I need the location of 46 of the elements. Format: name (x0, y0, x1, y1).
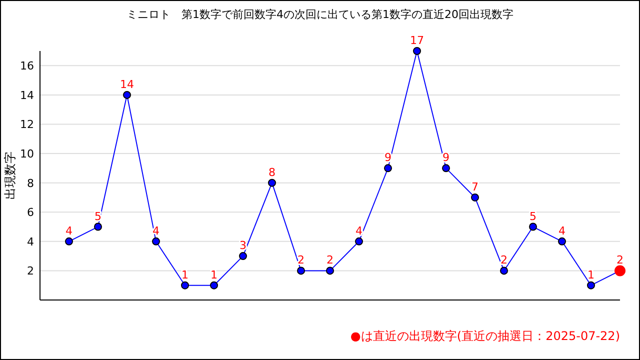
point (123, 90, 131, 99)
data-label: 1 (588, 268, 594, 282)
y-tick-label: 12 (20, 118, 34, 132)
point (210, 281, 218, 290)
y-axis-title: 出現数字 (3, 152, 17, 200)
data-label: 8 (268, 166, 276, 179)
data-label: 4 (66, 224, 72, 238)
point (181, 281, 189, 290)
point (239, 252, 247, 260)
data-label: 2 (616, 254, 624, 267)
point (587, 281, 595, 290)
point (413, 47, 421, 55)
point (268, 178, 276, 187)
point (297, 266, 305, 275)
data-label: 14 (120, 78, 134, 91)
y-tick-label: 4 (27, 235, 34, 248)
data-label: 5 (530, 210, 536, 223)
point (529, 222, 537, 231)
data-label: 1 (210, 268, 218, 282)
y-tick-label: 8 (27, 176, 34, 190)
point (442, 164, 450, 172)
point (355, 237, 363, 246)
point (65, 237, 73, 246)
point (94, 222, 102, 231)
data-label: 1 (182, 268, 188, 282)
point (152, 237, 160, 246)
data-label: 3 (240, 239, 246, 252)
data-label: 7 (472, 180, 478, 194)
data-label: 4 (558, 224, 566, 238)
data-label: 2 (298, 254, 304, 267)
chart-title: ミニロト 第1数字で前回数字4の次回に出ている第1数字の直近20回出現数字 (126, 8, 514, 21)
point (471, 193, 479, 202)
text: ●は直近の出現数字(直近の抽選日：2025-07-22) (350, 329, 620, 343)
y-tick-label: 10 (20, 148, 34, 161)
y-tick-label: 6 (27, 206, 34, 220)
data-label: 2 (326, 254, 334, 267)
data-label: 4 (356, 224, 362, 238)
data-label: 17 (410, 34, 424, 47)
y-tick-label: 2 (27, 264, 34, 278)
point (384, 164, 392, 172)
point (326, 266, 334, 275)
point (558, 237, 566, 246)
point (500, 266, 508, 275)
y-tick-label: 16 (20, 60, 34, 73)
y-tick-label: 14 (20, 88, 34, 102)
data-label: 2 (500, 254, 508, 267)
